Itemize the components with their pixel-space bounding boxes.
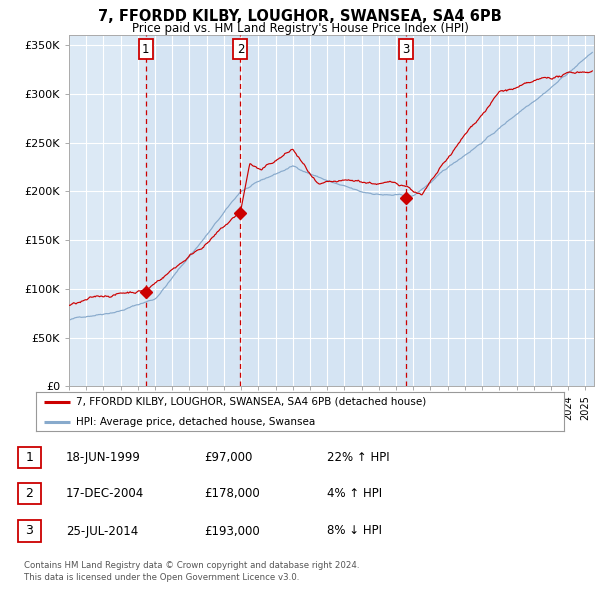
Text: This data is licensed under the Open Government Licence v3.0.: This data is licensed under the Open Gov… (24, 572, 299, 582)
Text: £193,000: £193,000 (204, 525, 260, 537)
Text: Contains HM Land Registry data © Crown copyright and database right 2024.: Contains HM Land Registry data © Crown c… (24, 560, 359, 570)
Text: 4% ↑ HPI: 4% ↑ HPI (327, 487, 382, 500)
Text: 3: 3 (25, 525, 34, 537)
Text: 2: 2 (236, 42, 244, 55)
Text: 7, FFORDD KILBY, LOUGHOR, SWANSEA, SA4 6PB: 7, FFORDD KILBY, LOUGHOR, SWANSEA, SA4 6… (98, 9, 502, 24)
Text: 2: 2 (25, 487, 34, 500)
Text: 1: 1 (25, 451, 34, 464)
Bar (406, 35, 594, 386)
Text: 25-JUL-2014: 25-JUL-2014 (66, 525, 138, 537)
Text: £178,000: £178,000 (204, 487, 260, 500)
Text: 3: 3 (402, 42, 409, 55)
Text: HPI: Average price, detached house, Swansea: HPI: Average price, detached house, Swan… (76, 417, 315, 427)
Text: £97,000: £97,000 (204, 451, 253, 464)
Text: 7, FFORDD KILBY, LOUGHOR, SWANSEA, SA4 6PB (detached house): 7, FFORDD KILBY, LOUGHOR, SWANSEA, SA4 6… (76, 397, 426, 407)
Text: Price paid vs. HM Land Registry's House Price Index (HPI): Price paid vs. HM Land Registry's House … (131, 22, 469, 35)
Text: 8% ↓ HPI: 8% ↓ HPI (327, 525, 382, 537)
Text: 22% ↑ HPI: 22% ↑ HPI (327, 451, 389, 464)
Bar (241, 35, 406, 386)
Text: 1: 1 (142, 42, 149, 55)
Text: 17-DEC-2004: 17-DEC-2004 (66, 487, 144, 500)
Bar (146, 35, 241, 386)
Text: 18-JUN-1999: 18-JUN-1999 (66, 451, 141, 464)
